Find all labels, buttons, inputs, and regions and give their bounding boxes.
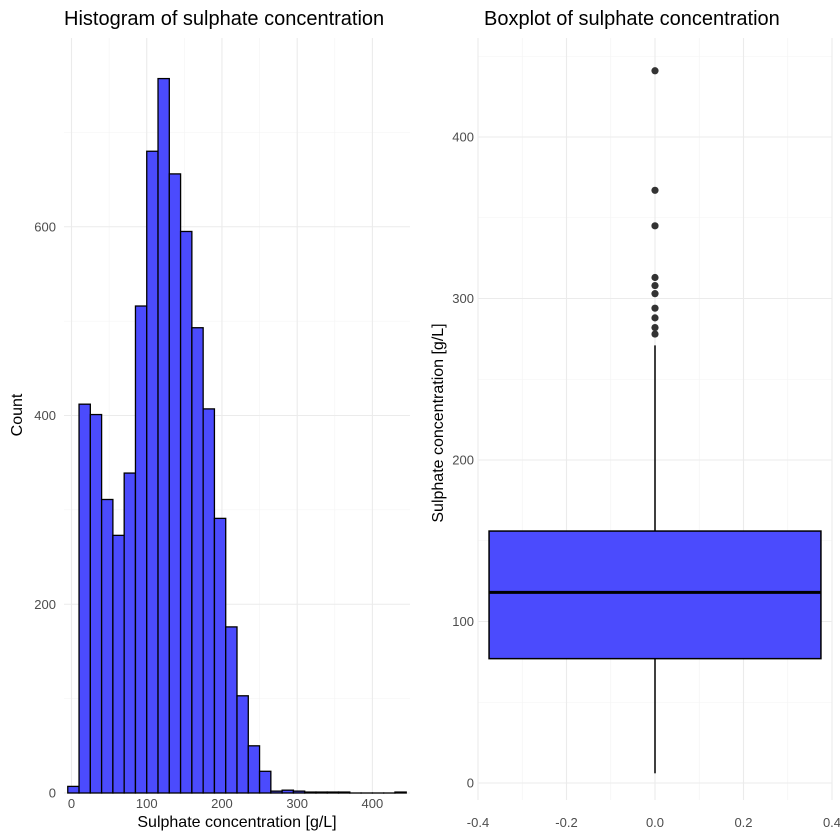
y-tick-label: 100 (452, 614, 474, 629)
histogram-bar (225, 626, 238, 794)
histogram-bar (270, 790, 283, 794)
histogram-bar (258, 770, 272, 794)
histogram-bars (67, 77, 407, 794)
y-tick-label: 0 (49, 786, 56, 801)
x-tick-label: 100 (136, 796, 158, 811)
x-tick-label: -0.2 (555, 815, 577, 830)
histogram-bar (112, 534, 125, 794)
histogram-bar (123, 472, 137, 794)
histogram-bar (157, 77, 170, 794)
y-tick-label: 600 (34, 219, 56, 234)
histogram-title: Histogram of sulphate concentration (64, 8, 384, 30)
histogram-bar (168, 173, 182, 794)
outlier-point (651, 290, 659, 298)
outlier-point (651, 186, 659, 194)
y-tick-label: 0 (467, 776, 474, 791)
boxplot-panel: Boxplot of sulphate concentration -0.4 -0… (430, 8, 840, 830)
histogram-bar (292, 790, 306, 794)
x-tick-label: -0.4 (467, 815, 489, 830)
outlier-point (651, 67, 659, 75)
boxplot-title: Boxplot of sulphate concentration (484, 8, 780, 30)
histogram-bar (100, 498, 114, 794)
histogram-y-label: Count (9, 393, 26, 436)
outlier-point (651, 273, 659, 282)
x-tick-label: 300 (286, 796, 308, 811)
histogram-bar (134, 305, 148, 794)
outlier-point (651, 323, 659, 332)
histogram-bar (236, 695, 249, 794)
outlier-point (651, 314, 659, 322)
histogram-bar (78, 403, 91, 794)
histogram-x-ticks: 0 100 200 300 400 (68, 796, 383, 811)
histogram-bar (326, 791, 340, 794)
y-tick-label: 300 (452, 291, 474, 306)
histogram-bar (281, 789, 295, 794)
histogram-bar (67, 785, 80, 794)
histogram-bar (191, 327, 204, 794)
y-tick-label: 200 (452, 453, 474, 468)
x-tick-label: 0 (68, 796, 75, 811)
x-tick-label: 0.0 (646, 815, 664, 830)
histogram-bar (394, 791, 407, 794)
histogram-bar (337, 791, 351, 794)
histogram-x-label: Sulphate concentration [g/L] (137, 814, 336, 831)
y-tick-label: 200 (34, 597, 56, 612)
histogram-bar (315, 791, 328, 794)
y-tick-label: 400 (34, 408, 56, 423)
histogram-bar (89, 413, 103, 794)
histogram-y-ticks: 0 200 400 600 (34, 219, 56, 800)
boxplot-marks (488, 67, 822, 774)
outlier-point (651, 281, 659, 290)
boxplot-y-label: Sulphate concentration [g/L] (430, 323, 447, 522)
x-tick-label: 0.4 (823, 815, 840, 830)
x-tick-label: 400 (362, 796, 384, 811)
x-tick-label: 200 (211, 796, 233, 811)
boxplot-y-ticks: 0 100 200 300 400 (452, 130, 474, 791)
boxplot-x-ticks: -0.4 -0.2 0.0 0.2 0.4 (467, 815, 840, 830)
histogram-bar (247, 745, 261, 794)
histogram-bar (202, 408, 216, 794)
outlier-point (651, 330, 659, 338)
histogram-bar (304, 791, 317, 794)
outlier-point (651, 222, 659, 230)
box (488, 530, 822, 660)
outlier-point (651, 304, 659, 312)
x-tick-label: 0.2 (734, 815, 752, 830)
histogram-panel: Histogram of sulphate concentration 0 100… (9, 8, 410, 831)
y-tick-label: 400 (452, 130, 474, 145)
histogram-bar (146, 150, 159, 794)
histogram-bar (213, 517, 227, 794)
histogram-bar (179, 230, 193, 794)
